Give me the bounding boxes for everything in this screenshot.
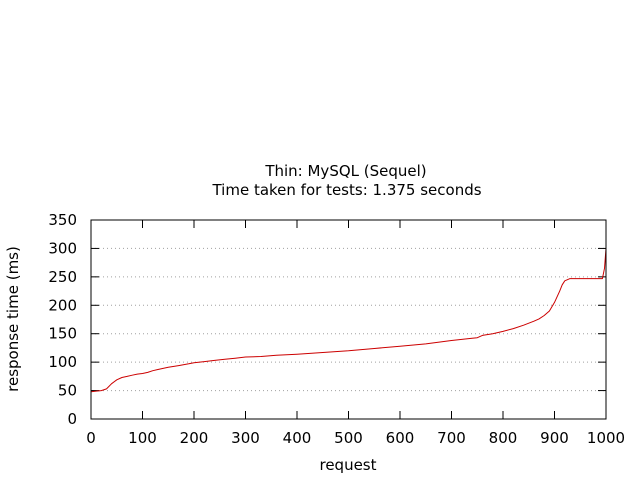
y-tick-label: 100 bbox=[48, 353, 77, 371]
y-tick-label: 50 bbox=[58, 382, 77, 400]
x-tick-label: 600 bbox=[386, 429, 415, 447]
x-tick-label: 100 bbox=[128, 429, 157, 447]
x-tick-label: 700 bbox=[437, 429, 466, 447]
x-tick-label: 800 bbox=[489, 429, 518, 447]
x-tick-label: 300 bbox=[231, 429, 260, 447]
x-tick-label: 900 bbox=[540, 429, 569, 447]
x-tick-label: 0 bbox=[86, 429, 96, 447]
data-series bbox=[90, 248, 607, 393]
x-tick-label: 400 bbox=[283, 429, 312, 447]
y-tick-label: 300 bbox=[48, 239, 77, 257]
series-line bbox=[90, 248, 607, 393]
x-axis-label: request bbox=[319, 456, 376, 474]
y-tick-label: 350 bbox=[48, 211, 77, 229]
y-tick-label: 150 bbox=[48, 325, 77, 343]
axis-ticks bbox=[90, 219, 607, 420]
x-tick-label: 500 bbox=[334, 429, 363, 447]
x-tick-labels: 0 100 200 300 400 500 600 700 800 900 1000 bbox=[86, 429, 625, 447]
plot-frame bbox=[90, 219, 607, 420]
y-axis-label: response time (ms) bbox=[4, 246, 22, 392]
y-tick-labels: 0 50 100 150 200 250 300 350 bbox=[48, 211, 77, 428]
x-tick-label: 200 bbox=[180, 429, 209, 447]
grid-lines bbox=[91, 247, 606, 392]
y-tick-label: 250 bbox=[48, 268, 77, 286]
y-tick-label: 0 bbox=[67, 410, 77, 428]
chart-subtitle: Time taken for tests: 1.375 seconds bbox=[211, 181, 481, 199]
y-tick-label: 200 bbox=[48, 296, 77, 314]
x-tick-label: 1000 bbox=[587, 429, 625, 447]
chart-title: Thin: MySQL (Sequel) bbox=[264, 162, 426, 180]
